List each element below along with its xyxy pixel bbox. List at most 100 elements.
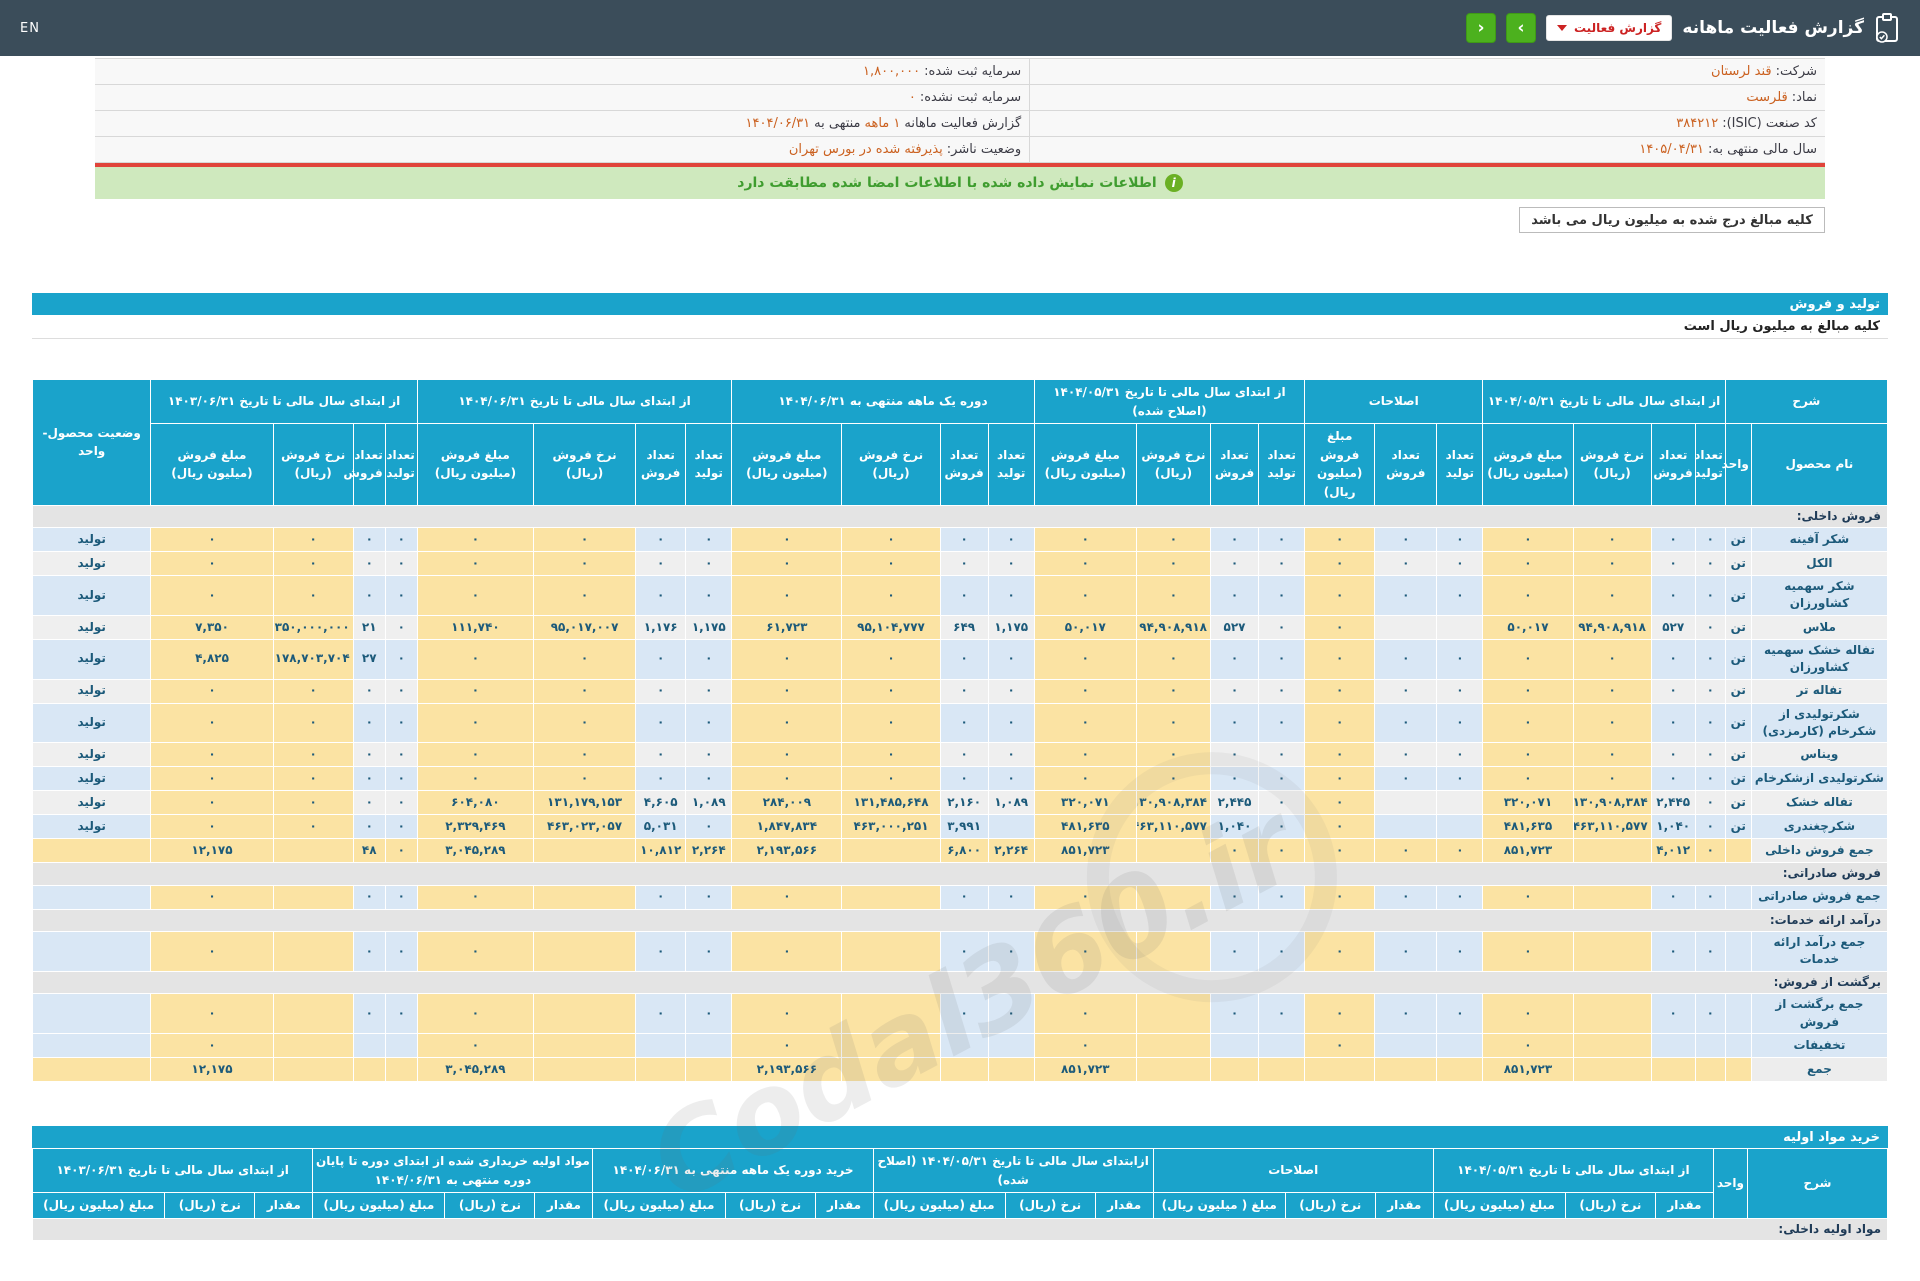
value-cell: [1375, 815, 1437, 839]
column-sub-header: مبلغ فروش (میلیون ریال): [1034, 424, 1136, 505]
info-field: سرمایه ثبت نشده: ۰: [95, 85, 1029, 110]
value-cell: [842, 1058, 940, 1082]
value-cell: ۱۳۱,۴۸۵,۶۴۸: [842, 791, 940, 815]
value-cell: ۰: [417, 994, 533, 1034]
value-cell: ۰: [1305, 639, 1375, 679]
value-cell: ۷,۳۵۰: [151, 615, 273, 639]
column-group-header: از ابتدای سال مالی تا تاریخ ۱۴۰۴/۰۵/۳۱ (…: [1034, 380, 1304, 424]
info-field-value: ۱ ماهه: [861, 116, 905, 131]
value-cell: ۰: [1651, 885, 1695, 909]
value-cell: ۰: [1259, 791, 1305, 815]
value-cell: ۰: [1483, 551, 1573, 575]
raw-material-purchase-table: شرحواحداز ابتدای سال مالی تا تاریخ ۱۴۰۴/…: [32, 1148, 1888, 1241]
value-cell: ۰: [1437, 703, 1483, 743]
value-cell: [534, 932, 636, 972]
value-cell: ۰: [1375, 839, 1437, 863]
value-cell: ۰: [1305, 885, 1375, 909]
info-field: شرکت:قند لرستان: [1029, 59, 1825, 84]
signature-match-alert: i اطلاعات نمایش داده شده با اطلاعات امضا…: [95, 167, 1825, 199]
value-cell: ۰: [353, 767, 385, 791]
value-cell: ۰: [1437, 767, 1483, 791]
product-name-cell: شکرتولیدی از شکرخام (کارمزدی): [1751, 703, 1887, 743]
clipboard-report-icon: [1874, 13, 1900, 43]
value-cell: ۰: [353, 815, 385, 839]
production-sales-table: شرحاز ابتدای سال مالی تا تاریخ ۱۴۰۴/۰۵/۳…: [32, 379, 1888, 1082]
column-group-header: شرح: [1747, 1149, 1887, 1219]
previous-report-button[interactable]: ‹: [1466, 13, 1496, 43]
value-cell: [273, 885, 353, 909]
value-cell: ۰: [385, 815, 417, 839]
value-cell: ۱,۸۴۷,۸۳۴: [732, 815, 842, 839]
value-cell: [686, 1058, 732, 1082]
value-cell: ۰: [1136, 743, 1210, 767]
value-cell: [1136, 885, 1210, 909]
value-cell: ۰: [273, 743, 353, 767]
report-type-dropdown[interactable]: گزارش فعالیت: [1546, 15, 1672, 41]
value-cell: ۰: [1573, 743, 1651, 767]
value-cell: ۰: [940, 575, 988, 615]
value-cell: ۳,۰۴۵,۲۸۹: [417, 1058, 533, 1082]
table-row: جمع فروش داخلی۰۴,۰۱۲۸۵۱,۷۲۳۰۰۰۰۰۸۵۱,۷۲۳۲…: [33, 839, 1888, 863]
value-cell: [1375, 1034, 1437, 1058]
next-report-button[interactable]: ›: [1506, 13, 1536, 43]
value-cell: ۰: [1695, 994, 1725, 1034]
value-cell: ۰: [534, 679, 636, 703]
value-cell: [1573, 839, 1651, 863]
value-cell: ۲,۱۹۳,۵۶۶: [732, 1058, 842, 1082]
status-cell: تولید: [33, 679, 151, 703]
unit-cell: تن: [1725, 703, 1751, 743]
value-cell: ۰: [940, 679, 988, 703]
value-cell: ۰: [1259, 839, 1305, 863]
value-cell: ۰: [1573, 679, 1651, 703]
value-cell: [534, 1058, 636, 1082]
column-sub-header: تعداد فروش: [1651, 424, 1695, 505]
value-cell: ۰: [1483, 639, 1573, 679]
value-cell: [842, 839, 940, 863]
product-name-cell: جمع برگشت از فروش: [1751, 994, 1887, 1034]
value-cell: ۰: [1375, 527, 1437, 551]
value-cell: [273, 994, 353, 1034]
column-sub-header: مبلغ فروش (میلیون ریال): [151, 424, 273, 505]
value-cell: ۰: [1259, 815, 1305, 839]
value-cell: ۳,۰۴۵,۲۸۹: [417, 839, 533, 863]
value-cell: ۱,۱۷۵: [686, 615, 732, 639]
value-cell: ۱۲,۱۷۵: [151, 1058, 273, 1082]
info-field-value: قلرست: [1742, 90, 1791, 105]
value-cell: ۰: [1651, 994, 1695, 1034]
value-cell: [1305, 1058, 1375, 1082]
status-cell: [33, 1058, 151, 1082]
info-field: وضعیت ناشر: پذیرفته شده در بورس تهران: [95, 137, 1029, 162]
value-cell: ۰: [686, 994, 732, 1034]
unit-cell: تن: [1725, 815, 1751, 839]
value-cell: [353, 1034, 385, 1058]
table-row: جمع فروش صادراتی۰۰۰۰۰۰۰۰۰۰۰۰۰۰۰۰۰۰: [33, 885, 1888, 909]
value-cell: ۰: [1034, 551, 1136, 575]
value-cell: [1437, 1034, 1483, 1058]
value-cell: ۰: [1034, 527, 1136, 551]
value-cell: ۰: [1483, 932, 1573, 972]
value-cell: [1375, 791, 1437, 815]
report-type-dropdown-label: گزارش فعالیت: [1574, 21, 1661, 35]
section-label: مواد اولیه داخلی:: [33, 1218, 1888, 1240]
value-cell: ۰: [151, 551, 273, 575]
value-cell: [534, 1034, 636, 1058]
column-header-status: وضعیت محصول-واحد: [33, 380, 151, 506]
value-cell: ۰: [1375, 743, 1437, 767]
production-table: شرحاز ابتدای سال مالی تا تاریخ ۱۴۰۴/۰۵/۳…: [32, 379, 1888, 1082]
table-row: شکر آفینهتن۰۰۰۰۰۰۰۰۰۰۰۰۰۰۰۰۰۰۰۰۰۰۰تولید: [33, 527, 1888, 551]
product-name-cell: تفاله خشک: [1751, 791, 1887, 815]
value-cell: ۲,۴۴۵: [1211, 791, 1259, 815]
unit-cell: [1725, 994, 1751, 1034]
value-cell: [534, 885, 636, 909]
company-info-row: کد صنعت (ISIC):۳۸۴۲۱۲گزارش فعالیت ماهانه…: [95, 111, 1825, 137]
value-cell: ۰: [417, 703, 533, 743]
value-cell: ۰: [732, 703, 842, 743]
column-sub-header: تعداد فروش: [636, 424, 686, 505]
product-name-cell: جمع: [1751, 1058, 1887, 1082]
value-cell: [273, 839, 353, 863]
value-cell: [988, 1034, 1034, 1058]
language-toggle-en[interactable]: EN: [20, 21, 40, 36]
column-sub-header: نرخ (ریال): [1285, 1193, 1375, 1219]
table-row: جمع۸۵۱,۷۲۳۸۵۱,۷۲۳۲,۱۹۳,۵۶۶۳,۰۴۵,۲۸۹۱۲,۱۷…: [33, 1058, 1888, 1082]
value-cell: ۰: [417, 885, 533, 909]
